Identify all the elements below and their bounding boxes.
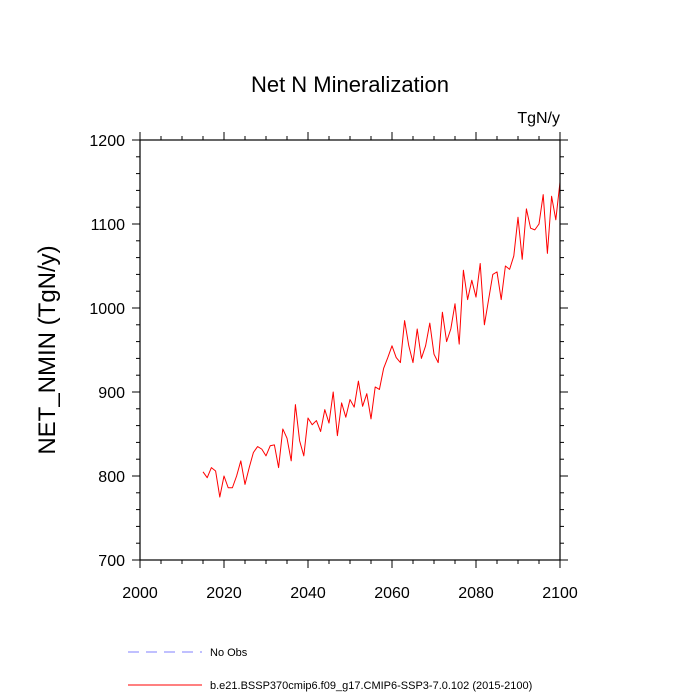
x-tick-label: 2000 [122, 585, 158, 602]
plot-frame [139, 139, 561, 561]
x-tick-label: 2040 [290, 585, 326, 602]
series-line-0 [202, 181, 561, 498]
y-tick-label: 1100 [91, 217, 126, 234]
x-tick-label: 2080 [458, 585, 494, 602]
legend-label-model: b.e21.BSSP370cmip6.f09_g17.CMIP6-SSP3-7.… [210, 680, 532, 692]
y-tick-label: 1200 [89, 133, 125, 150]
y-axis-label: NET_NMIN (TgN/y) [34, 245, 61, 454]
tick-labels: 2000 2020 2040 2060 2080 2100 700 800 900 1000 110… [89, 133, 577, 602]
legend-label-no-obs: No Obs [210, 647, 248, 659]
units-label: TgN/y [517, 110, 560, 127]
x-tick-label: 2020 [206, 585, 242, 602]
axis-ticks [132, 132, 568, 568]
legend: No Obs b.e21.BSSP370cmip6.f09_g17.CMIP6-… [128, 647, 532, 692]
y-tick-label: 1000 [89, 301, 125, 318]
series-layer [202, 181, 561, 498]
y-tick-label: 800 [98, 469, 125, 486]
y-tick-label: 900 [98, 385, 125, 402]
chart-title: Net N Mineralization [251, 72, 449, 97]
x-tick-label: 2100 [542, 585, 578, 602]
x-tick-label: 2060 [374, 585, 410, 602]
y-tick-label: 700 [98, 553, 125, 570]
